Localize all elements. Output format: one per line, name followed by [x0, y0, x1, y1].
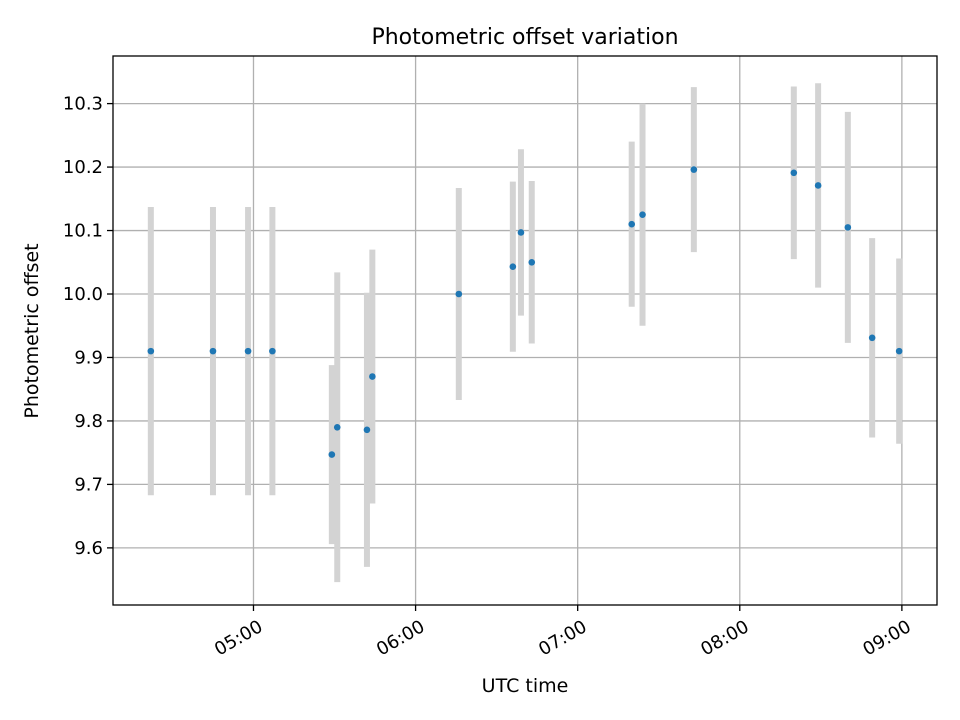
plot-area-frame [112, 55, 938, 606]
x-axis-label: UTC time [482, 675, 569, 697]
data-point [895, 347, 903, 355]
data-point [269, 347, 276, 355]
data-point [844, 224, 852, 231]
data-point [690, 166, 698, 173]
data-point [244, 347, 252, 355]
y-tick-label: 10.0 [63, 284, 103, 305]
y-tick-label: 9.9 [74, 347, 103, 368]
data-point [628, 220, 636, 228]
y-tick-label: 10.1 [63, 221, 103, 242]
data-point [328, 451, 336, 458]
y-tick-label: 9.8 [74, 411, 103, 432]
data-point [639, 211, 646, 218]
y-tick-label: 9.6 [74, 538, 103, 559]
data-point [517, 229, 525, 236]
data-point [868, 334, 876, 342]
data-point [147, 347, 155, 355]
data-points [147, 166, 903, 458]
y-axis-ticks: 9.6 9.7 9.8 9.9 10.0 10.1 10.2 10.3 [63, 94, 113, 559]
y-tick-label: 9.7 [74, 474, 103, 495]
data-point [209, 347, 217, 355]
y-tick-label: 10.2 [63, 157, 103, 178]
data-point [814, 182, 822, 189]
data-point [333, 423, 341, 431]
data-point [455, 290, 463, 298]
data-point [528, 258, 536, 266]
data-point [790, 169, 798, 177]
data-point [363, 426, 371, 434]
data-point [509, 263, 517, 271]
y-axis-label: Photometric offset [21, 243, 43, 418]
y-tick-label: 10.3 [63, 94, 103, 115]
data-point [369, 373, 376, 380]
chart-title: Photometric offset variation [371, 25, 678, 50]
